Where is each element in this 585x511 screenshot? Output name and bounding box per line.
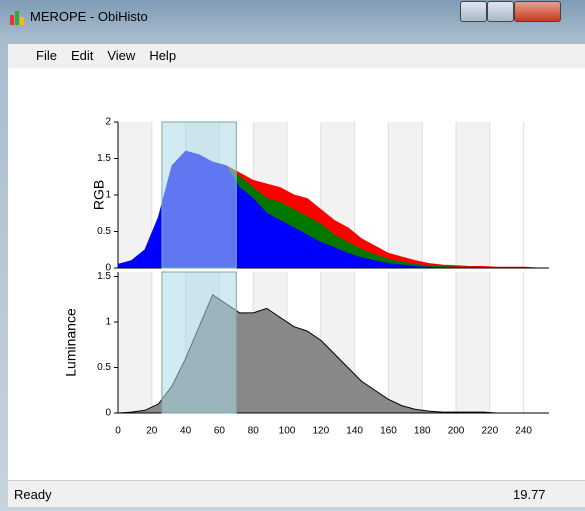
menu-item[interactable]: Help	[149, 48, 177, 63]
selection	[161, 271, 237, 414]
y-tick-label: 0	[105, 408, 111, 419]
x-tick-label: 60	[214, 426, 226, 437]
selection	[161, 121, 237, 269]
x-tick-label: 240	[515, 426, 532, 437]
x-tick-label: 20	[146, 426, 158, 437]
x-tick-label: 40	[180, 426, 192, 437]
y-axis-label: Luminance	[63, 308, 79, 377]
x-tick-label: 160	[380, 426, 397, 437]
close-button[interactable]	[514, 1, 561, 22]
y-tick-label: 2	[105, 117, 111, 128]
y-tick-label: 1	[105, 190, 111, 201]
menu-item[interactable]: Edit	[70, 48, 94, 63]
menu-bar: File Edit View Help	[8, 44, 585, 68]
y-axis-label: RGB	[91, 180, 107, 210]
y-tick-label: 1	[105, 317, 111, 328]
y-tick-label: 0.5	[97, 226, 111, 237]
status-value: 19.77	[513, 487, 546, 502]
x-tick-label: 80	[248, 426, 260, 437]
status-bar: Ready 19.77	[8, 480, 585, 507]
grid-band	[388, 122, 423, 268]
y-tick-label: 0	[105, 263, 111, 274]
grid-band	[456, 122, 490, 268]
y-tick-label: 1.5	[97, 271, 111, 282]
grid-band	[456, 272, 490, 413]
grid-band	[388, 272, 423, 413]
minimize-button[interactable]	[460, 1, 487, 22]
menu-item[interactable]: View	[107, 48, 136, 63]
maximize-button[interactable]	[487, 1, 514, 22]
x-tick-label: 0	[115, 426, 121, 437]
x-tick-label: 200	[448, 426, 465, 437]
status-text: Ready	[14, 487, 52, 502]
x-tick-label: 120	[312, 426, 329, 437]
x-tick-label: 100	[279, 426, 296, 437]
x-tick-label: 180	[414, 426, 431, 437]
menu-item[interactable]: File	[36, 48, 57, 63]
x-tick-label: 220	[481, 426, 498, 437]
x-tick-label: 140	[346, 426, 363, 437]
grid-band	[118, 122, 152, 268]
grid-band	[118, 272, 152, 413]
y-tick-label: 0.5	[97, 362, 111, 373]
y-tick-label: 1.5	[97, 153, 111, 164]
window-title: MEROPE - ObiHisto	[30, 9, 148, 24]
app-icon	[10, 11, 24, 25]
